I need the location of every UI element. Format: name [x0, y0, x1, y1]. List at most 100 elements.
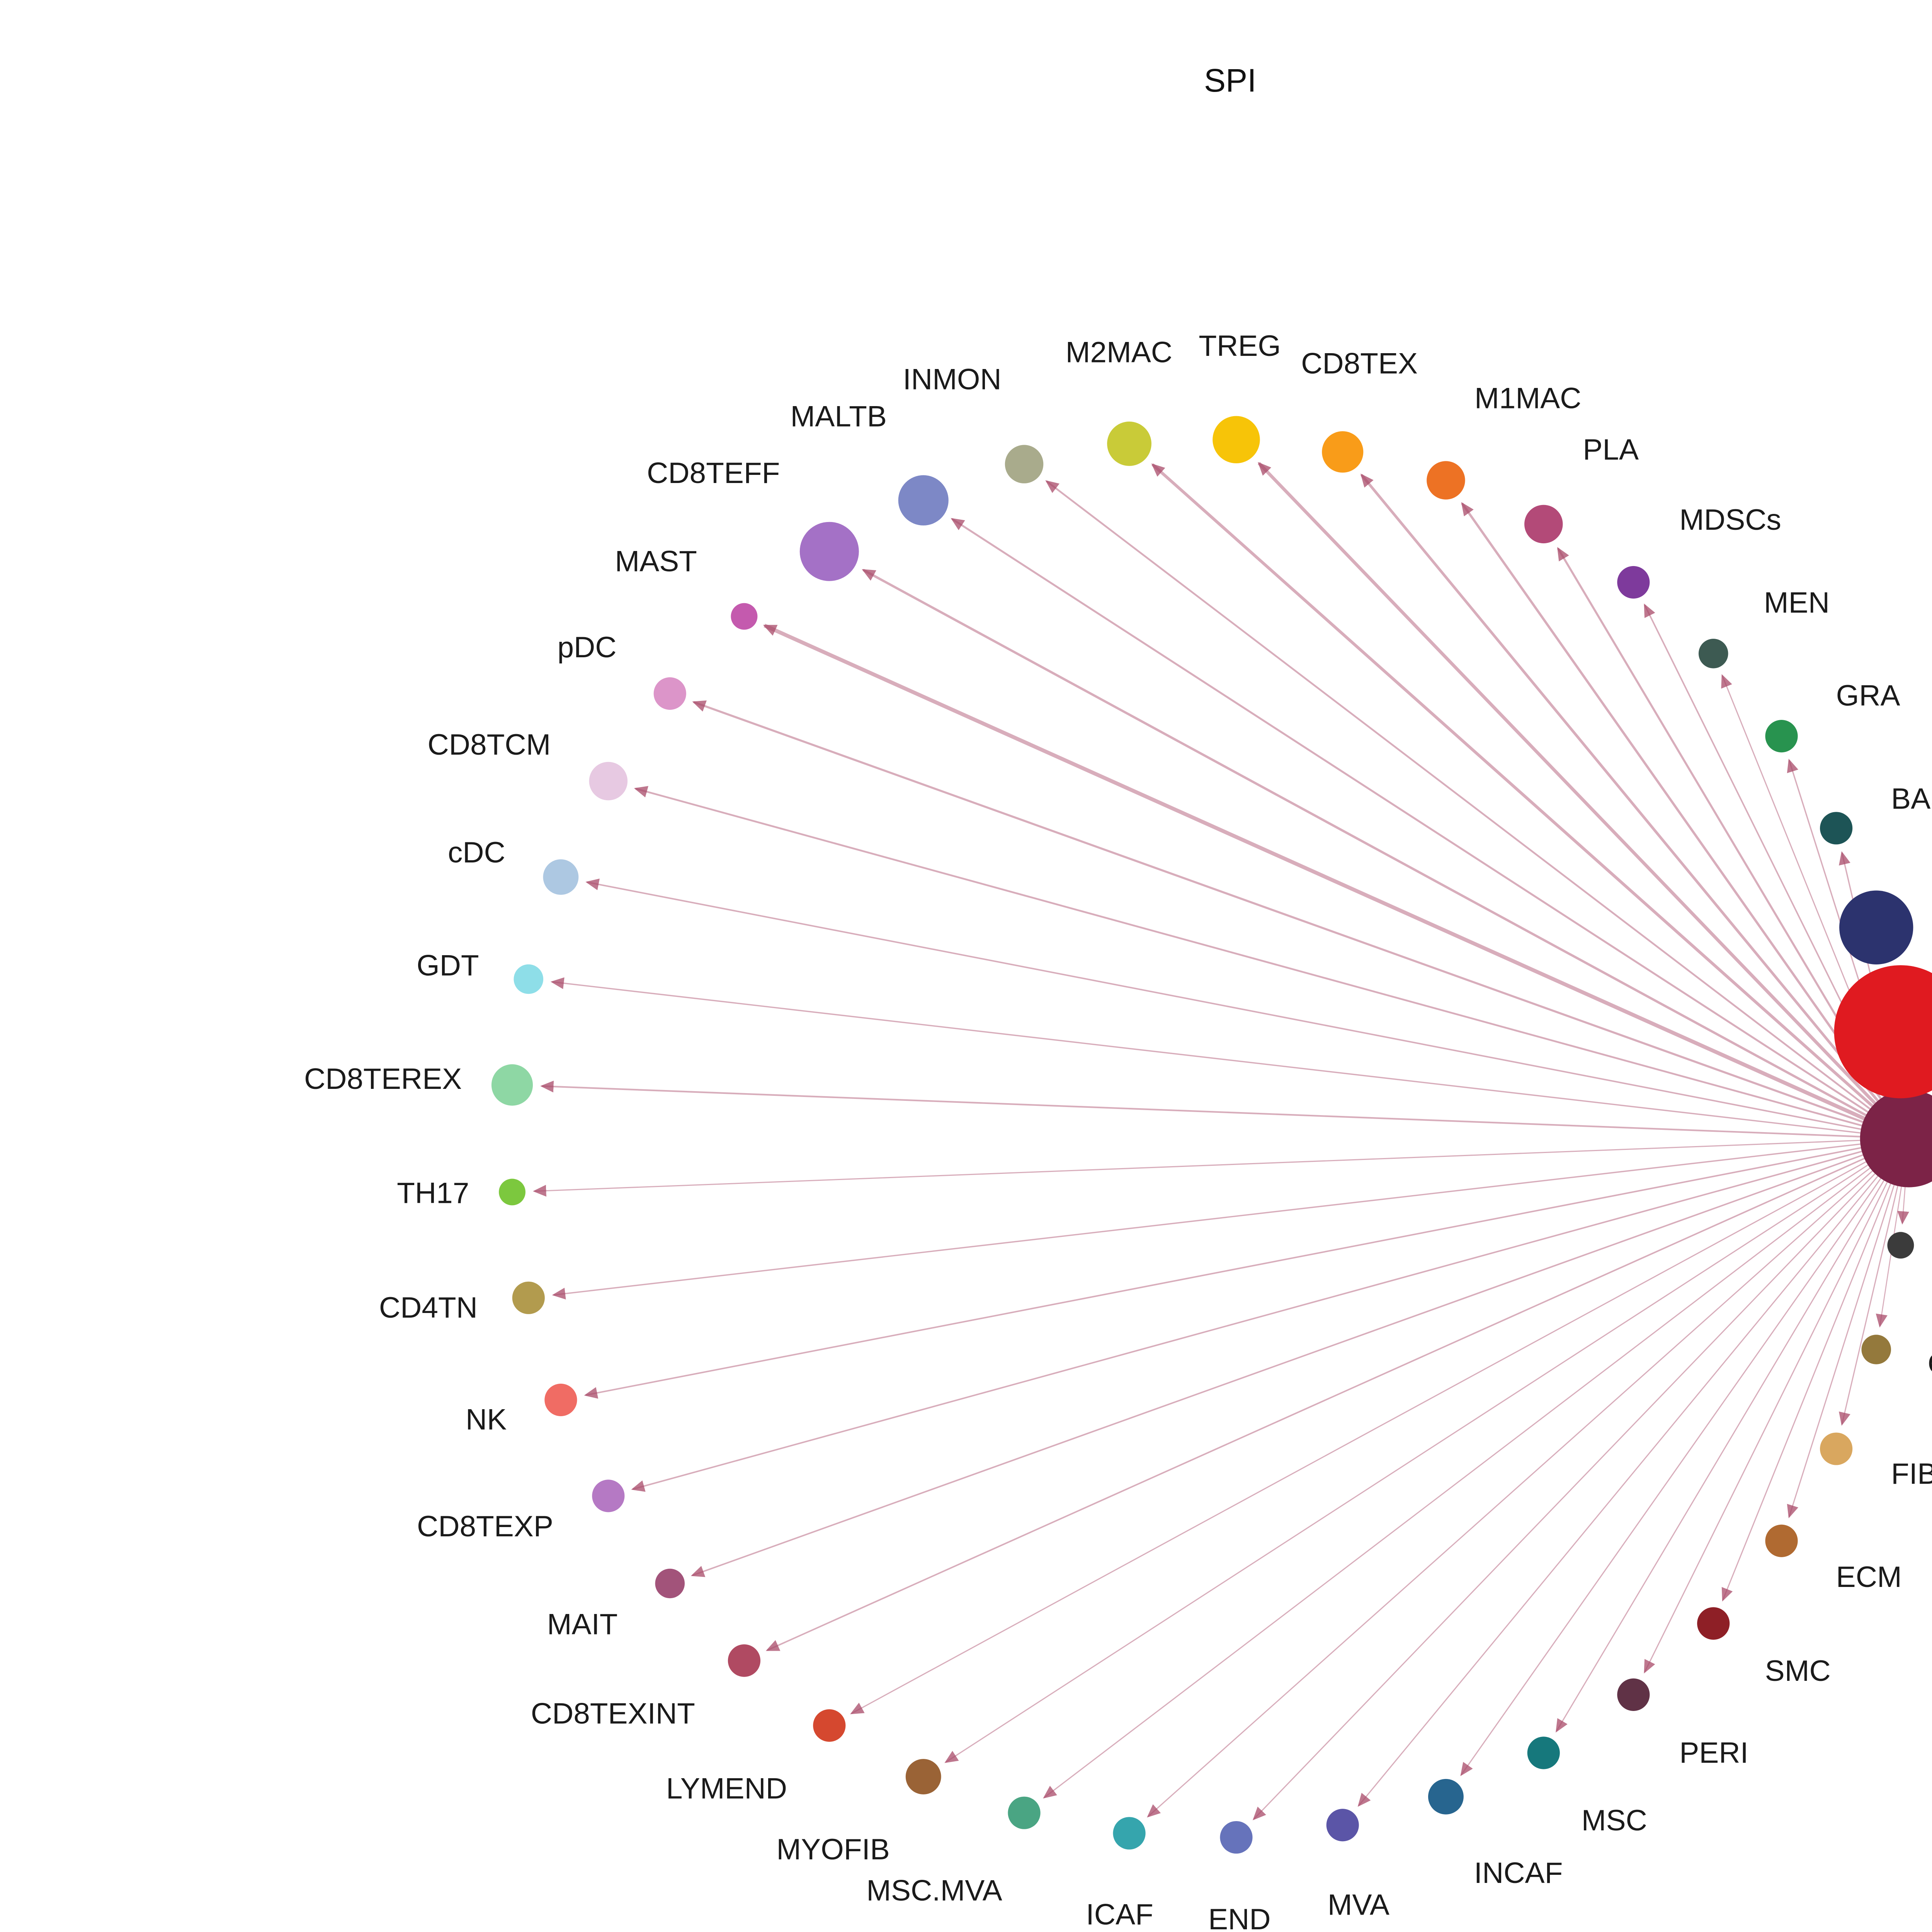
node-MAIT: [655, 1568, 685, 1599]
node-PERI: [1617, 1678, 1650, 1711]
node-SMC: [1697, 1607, 1730, 1640]
node-label-M1MAC: M1MAC: [1475, 382, 1581, 415]
node-BAS: [1820, 812, 1853, 845]
node-label-CAF: CAF: [1928, 1347, 1932, 1380]
nodes-layer: [491, 416, 1932, 1854]
edge-SPI-INMON: [1045, 480, 1871, 1110]
node-label-MVA: MVA: [1328, 1889, 1389, 1922]
labels-layer: SPISTMCORBASGRAMENMDSCsPLAM1MACCD8TEXTRE…: [304, 330, 1932, 1932]
node-GRA: [1765, 720, 1798, 753]
edge-SPI-PERI: [1644, 1182, 1888, 1674]
node-label-INMON: INMON: [903, 363, 1002, 396]
node-label-CD4TN: CD4TN: [379, 1291, 478, 1324]
node-label-pDC: pDC: [557, 631, 616, 664]
node-MDSCs: [1617, 566, 1650, 599]
edge-SPI-pDC: [692, 700, 1864, 1123]
node-PVA: [1887, 1232, 1914, 1259]
node-ICAF: [1113, 1817, 1146, 1850]
plot-title: SPI: [1204, 62, 1257, 99]
node-MSC: [1527, 1736, 1560, 1769]
edge-SPI-CD8TEX: [1360, 473, 1879, 1102]
node-CD8TEREX: [491, 1064, 533, 1106]
node-label-MSC: MSC: [1582, 1804, 1647, 1837]
edge-SPI-M1MAC: [1461, 502, 1882, 1099]
edge-SPI-MAIT: [690, 1154, 1863, 1577]
node-STM: [1834, 965, 1932, 1099]
edge-SPI-NK: [584, 1147, 1861, 1399]
node-label-CD8TEXINT: CD8TEXINT: [531, 1697, 695, 1730]
node-LYMEND: [813, 1709, 846, 1742]
edge-SPI-GDT: [550, 977, 1861, 1134]
node-COR: [1839, 890, 1913, 964]
edge-SPI-MVA: [1357, 1175, 1878, 1807]
edge-SPI-PLA: [1557, 547, 1885, 1097]
node-label-ICAF: ICAF: [1086, 1898, 1153, 1931]
node-label-NK: NK: [466, 1403, 507, 1436]
node-label-CD8TEXP: CD8TEXP: [417, 1510, 553, 1543]
edge-SPI-PVA: [1897, 1187, 1909, 1225]
node-label-GDT: GDT: [417, 949, 479, 982]
edge-SPI-INCAF: [1460, 1178, 1881, 1776]
edge-SPI-ECM: [1787, 1185, 1895, 1519]
node-MAST: [731, 603, 758, 630]
node-CD8TEFF: [799, 522, 859, 581]
node-CD8TEX: [1322, 431, 1364, 473]
node-label-TREG: TREG: [1199, 330, 1281, 362]
edge-SPI-CD4TN: [552, 1143, 1861, 1300]
node-INCAF: [1428, 1779, 1464, 1815]
node-label-BAS: BAS: [1891, 782, 1932, 815]
edge-SPI-MSC: [1556, 1180, 1884, 1733]
node-SPI: [1860, 1090, 1932, 1187]
edge-SPI-TREG: [1257, 462, 1876, 1105]
node-label-MAST: MAST: [615, 545, 697, 578]
edge-SPI-LYMEND: [850, 1161, 1866, 1714]
node-CD4TN: [512, 1281, 545, 1314]
node-MALTB: [898, 475, 949, 526]
edge-SPI-MYOFIB: [944, 1164, 1868, 1763]
edge-SPI-SMC: [1721, 1183, 1891, 1602]
edge-SPI-ICAF: [1147, 1170, 1873, 1818]
node-label-CD8TEREX: CD8TEREX: [304, 1063, 462, 1095]
node-label-CD8TCM: CD8TCM: [427, 728, 551, 761]
node-MSC.MVA: [1008, 1796, 1041, 1829]
node-MYOFIB: [905, 1759, 941, 1794]
edge-SPI-CAF: [1876, 1187, 1902, 1328]
node-CAF: [1861, 1335, 1891, 1364]
edge-SPI-M2MAC: [1151, 463, 1874, 1107]
node-label-MEN: MEN: [1764, 587, 1830, 619]
edge-SPI-CD8TEXINT: [765, 1158, 1865, 1651]
node-FIB: [1820, 1432, 1853, 1465]
edge-SPI-cDC: [585, 878, 1861, 1130]
node-PLA: [1524, 505, 1563, 544]
node-pDC: [653, 677, 686, 710]
node-INMON: [1005, 445, 1044, 483]
edge-SPI-MAST: [763, 624, 1865, 1121]
edge-SPI-FIB: [1839, 1186, 1898, 1426]
node-TREG: [1213, 416, 1260, 464]
node-label-GRA: GRA: [1836, 679, 1900, 712]
node-label-PERI: PERI: [1679, 1736, 1748, 1769]
node-label-END: END: [1208, 1903, 1271, 1932]
edge-SPI-CD8TEREX: [540, 1080, 1860, 1138]
node-ECM: [1765, 1524, 1798, 1557]
edge-SPI-MSC.MVA: [1043, 1167, 1871, 1799]
node-M2MAC: [1107, 422, 1151, 466]
edge-SPI-CD8TEFF: [862, 569, 1867, 1116]
node-label-MDSCs: MDSCs: [1679, 503, 1781, 536]
node-CD8TCM: [589, 762, 628, 801]
edge-SPI-CD8TCM: [634, 786, 1862, 1127]
edge-SPI-MALTB: [951, 518, 1869, 1113]
node-CD8TEXP: [592, 1480, 625, 1512]
node-END: [1220, 1821, 1253, 1854]
node-label-MALTB: MALTB: [790, 400, 886, 433]
edge-SPI-TH17: [532, 1139, 1860, 1197]
node-label-LYMEND: LYMEND: [666, 1772, 787, 1805]
node-label-FIB: FIB: [1891, 1458, 1932, 1490]
node-label-MSC.MVA: MSC.MVA: [866, 1874, 1002, 1907]
edge-SPI-CD8TEXP: [631, 1151, 1862, 1492]
node-MEN: [1698, 639, 1728, 668]
node-label-MAIT: MAIT: [547, 1608, 618, 1641]
node-label-CD8TEX: CD8TEX: [1301, 347, 1418, 380]
edge-SPI-END: [1252, 1173, 1876, 1820]
